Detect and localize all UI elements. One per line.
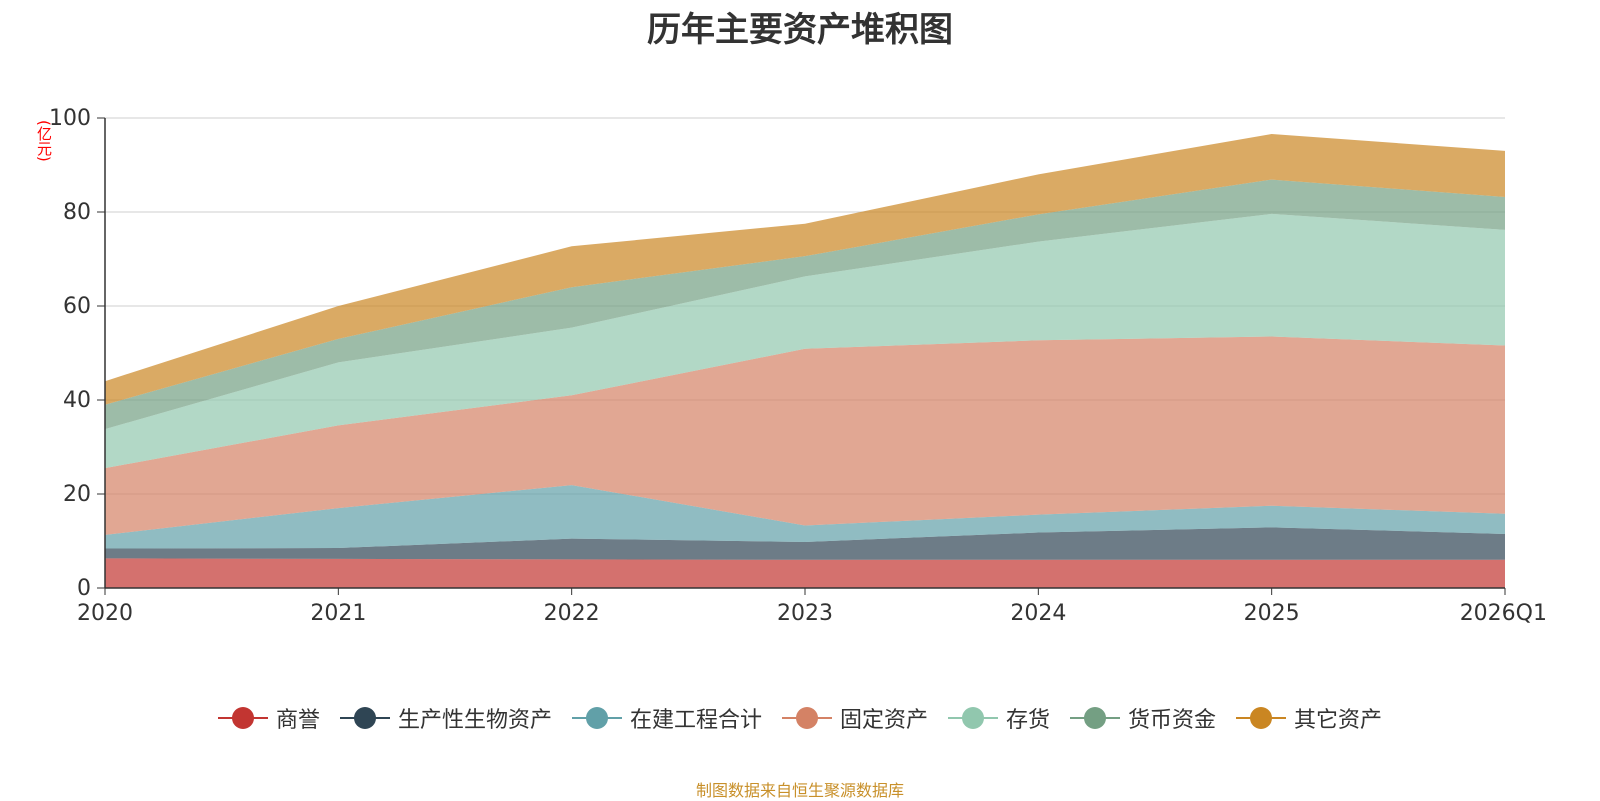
- legend-item[interactable]: 商誉: [217, 702, 320, 734]
- chart-title: 历年主要资产堆积图: [647, 10, 953, 50]
- y-axis-unit: (亿元): [35, 120, 53, 162]
- legend-marker-icon: [217, 703, 268, 733]
- legend-item[interactable]: 固定资产: [781, 702, 928, 734]
- legend-label: 生产性生物资产: [397, 708, 552, 733]
- legend-label: 在建工程合计: [629, 708, 762, 733]
- legend-label: 其它资产: [1294, 708, 1383, 733]
- y-tick-label: 20: [63, 482, 91, 507]
- stacked-area-chart: 0 20 40 60 80 100 2020 2021 2022 2023 2024 2025 2026…: [49, 106, 1547, 626]
- axes: 0 20 40 60 80 100 2020 2021 2022 2023 2024 2025 2026…: [49, 106, 1547, 626]
- legend-item[interactable]: 在建工程合计: [571, 702, 762, 734]
- x-tick-label: 2020: [77, 601, 133, 626]
- area-生产性生物资产: [105, 527, 1505, 560]
- area-存货: [105, 213, 1505, 469]
- area-其它资产: [105, 133, 1505, 405]
- x-tick-label: 2023: [777, 601, 833, 626]
- y-tick-label: 100: [49, 106, 91, 131]
- area-商誉: [105, 558, 1505, 588]
- area-货币资金: [105, 179, 1505, 430]
- legend-marker-icon: [781, 703, 832, 733]
- y-tick-label: 40: [63, 388, 91, 413]
- legend-marker-icon: [1236, 703, 1287, 733]
- legend-item[interactable]: 存货: [948, 702, 1050, 734]
- y-tick-label: 80: [63, 200, 91, 225]
- x-tick-label: 2022: [544, 601, 600, 626]
- area-在建工程合计: [105, 485, 1505, 549]
- legend-marker-icon: [571, 703, 622, 733]
- legend: 商誉 生产性生物资产 在建工程合计 固定资产 存货 货币资金 其它资产: [0, 702, 1600, 734]
- legend-label: 存货: [1006, 708, 1051, 733]
- x-tick-label: 2026Q1: [1460, 601, 1547, 626]
- area-series: [105, 133, 1505, 588]
- x-tick-label: 2024: [1010, 601, 1066, 626]
- legend-item[interactable]: 生产性生物资产: [339, 702, 552, 734]
- x-tick-label: 2021: [310, 601, 366, 626]
- legend-item[interactable]: 其它资产: [1236, 702, 1382, 734]
- legend-label: 固定资产: [839, 708, 928, 733]
- y-tick-label: 60: [63, 294, 91, 319]
- legend-marker-icon: [948, 703, 998, 733]
- legend-label: 货币资金: [1128, 708, 1217, 733]
- source-note: 制图数据来自恒生聚源数据库: [695, 781, 904, 800]
- legend-marker-icon: [1070, 703, 1121, 733]
- legend-marker-icon: [339, 703, 390, 733]
- legend-item[interactable]: 货币资金: [1070, 702, 1216, 734]
- y-tick-label: 0: [77, 576, 91, 601]
- legend-label: 商誉: [275, 708, 320, 733]
- x-tick-label: 2025: [1244, 601, 1300, 626]
- area-固定资产: [105, 336, 1505, 535]
